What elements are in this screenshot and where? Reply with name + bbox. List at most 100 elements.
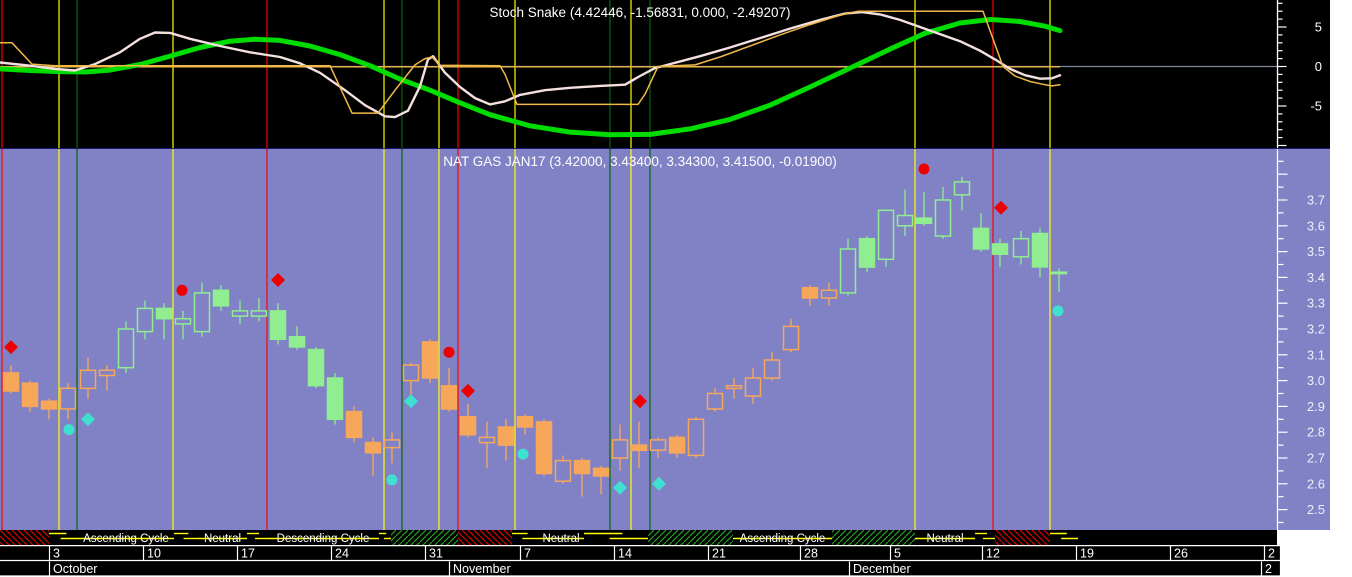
week-label: 19 xyxy=(1080,547,1094,561)
svg-text:3.0: 3.0 xyxy=(1307,373,1325,388)
red-circle-marker xyxy=(918,163,930,175)
week-label: 17 xyxy=(241,547,255,561)
candle xyxy=(345,406,363,443)
week-ticks: 3 10 17 24 31 7 14 21 28 5 12 19 26 2 xyxy=(48,546,1275,561)
red-diamond-marker xyxy=(4,340,18,355)
snake-main-line xyxy=(0,10,1062,119)
red-diamond-marker xyxy=(994,200,1008,215)
svg-text:3.3: 3.3 xyxy=(1307,296,1325,311)
candle xyxy=(782,318,800,353)
week-label: 12 xyxy=(986,547,1000,561)
price-panel-title: NAT GAS JAN17 (3.42000, 3.43400, 3.34300… xyxy=(443,154,837,169)
cyan-circle-marker xyxy=(1052,305,1064,317)
cycle-hatch-red xyxy=(995,530,1050,545)
candle xyxy=(98,365,116,391)
candle xyxy=(212,285,230,311)
week-label: 26 xyxy=(1174,547,1188,561)
candle xyxy=(478,421,496,469)
candle xyxy=(535,419,553,477)
cycle-label: Neutral xyxy=(542,533,579,545)
svg-text:3.5: 3.5 xyxy=(1307,244,1325,259)
candle xyxy=(136,300,154,340)
candle xyxy=(231,300,249,324)
candle xyxy=(915,192,933,226)
candle xyxy=(250,298,268,322)
week-label: 7 xyxy=(524,547,531,561)
red-diamond-marker xyxy=(461,383,475,398)
candle xyxy=(1050,268,1068,293)
candle xyxy=(421,339,439,384)
candle xyxy=(668,434,686,458)
candle xyxy=(687,416,705,458)
candle xyxy=(79,357,97,399)
candle xyxy=(839,238,857,296)
cyan-circle-marker xyxy=(386,474,398,486)
candle xyxy=(896,189,914,237)
candle xyxy=(801,285,819,306)
candle xyxy=(1031,228,1049,278)
candle xyxy=(307,347,325,389)
svg-text:0: 0 xyxy=(1315,59,1322,74)
svg-text:5: 5 xyxy=(1315,20,1322,35)
candle xyxy=(763,352,781,381)
red-diamond-marker xyxy=(271,273,285,287)
candle xyxy=(59,383,77,420)
candle xyxy=(991,238,1009,268)
candles xyxy=(2,176,1068,497)
candle xyxy=(40,398,58,420)
svg-text:2.6: 2.6 xyxy=(1307,476,1325,491)
month-label: October xyxy=(53,562,97,576)
cycle-label: Neutral xyxy=(926,533,963,545)
candle xyxy=(21,380,39,412)
cycle-hatch-red xyxy=(0,530,49,545)
red-diamond-marker xyxy=(633,394,647,409)
candle xyxy=(877,209,895,268)
candle xyxy=(440,367,458,412)
candle xyxy=(744,367,762,404)
red-circle-marker xyxy=(176,284,188,296)
candle xyxy=(1012,231,1030,265)
svg-text:2.8: 2.8 xyxy=(1307,425,1325,440)
svg-text:2.7: 2.7 xyxy=(1307,451,1325,466)
week-label: 21 xyxy=(712,547,726,561)
candle xyxy=(516,414,534,435)
stoch-snake-panel: 5 0 -5 xyxy=(0,0,1330,149)
cycle-hatch-red xyxy=(458,530,512,545)
candle xyxy=(592,465,610,495)
week-label: 31 xyxy=(429,547,443,561)
stoch-y-axis: 5 0 -5 xyxy=(1276,0,1322,148)
week-label: 3 xyxy=(53,547,60,561)
candle xyxy=(934,187,952,239)
candle xyxy=(554,455,572,484)
price-panel: 3.7 3.6 3.5 3.4 3.3 3.2 3.1 3.0 2.9 2.8 2.7 2.6 2.5 xyxy=(0,149,1330,530)
cycle-label: Ascending Cycle xyxy=(83,533,169,545)
week-label: 2 xyxy=(1268,547,1275,561)
candlestick-chart[interactable]: 3.7 3.6 3.5 3.4 3.3 3.2 3.1 3.0 2.9 2.8 2.7 2.6 2.5 xyxy=(0,149,1330,530)
red-circle-marker xyxy=(443,346,455,358)
candle xyxy=(364,437,382,477)
candle xyxy=(820,282,838,306)
cycle-vlines-main xyxy=(1,149,1051,530)
cyan-circle-marker xyxy=(517,448,529,460)
cycle-label: Neutral xyxy=(204,533,241,545)
month-labels: October November December 2 xyxy=(48,561,1272,576)
candle xyxy=(497,419,515,461)
svg-text:-5: -5 xyxy=(1310,99,1322,114)
candle xyxy=(573,458,591,497)
snake-step-line xyxy=(0,10,1061,114)
cyan-diamond-marker xyxy=(652,476,666,491)
month-label: December xyxy=(853,562,911,576)
candle xyxy=(383,432,401,464)
cycle-label: Descending Cycle xyxy=(277,533,370,545)
svg-text:3.2: 3.2 xyxy=(1307,322,1325,337)
candle xyxy=(953,176,971,211)
candle xyxy=(972,212,990,252)
stoch-snake-chart[interactable]: 5 0 -5 xyxy=(0,0,1330,149)
candle xyxy=(858,236,876,273)
cyan-circle-marker xyxy=(63,424,75,436)
candle xyxy=(155,303,173,340)
cyan-diamond-marker xyxy=(81,412,95,427)
month-label: 2 xyxy=(1265,562,1272,576)
svg-text:3.1: 3.1 xyxy=(1307,347,1325,362)
